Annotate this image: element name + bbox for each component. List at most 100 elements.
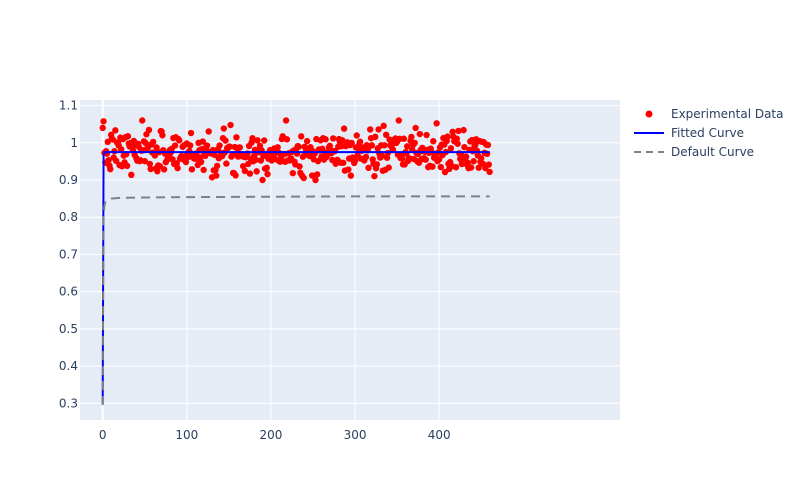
data-point [149,138,157,146]
data-point [200,166,207,174]
data-point [400,135,408,142]
data-point [411,139,418,147]
data-point [319,145,326,152]
x-axis-tick-labels: 0 100 200 300 400 [99,428,451,442]
data-point [141,157,148,165]
legend-item[interactable]: Default Curve [634,145,754,159]
legend-label: Experimental Data [671,107,784,121]
data-point [171,142,179,149]
data-point [233,134,240,141]
data-point [283,136,291,143]
data-point [312,176,319,184]
data-point [382,131,390,139]
data-point [314,157,322,165]
data-point [289,169,297,177]
data-point [464,159,471,166]
data-point [236,144,244,151]
data-point [453,135,461,142]
y-tick-label: 0.3 [59,396,78,410]
data-point [339,137,346,144]
data-point [100,118,107,125]
data-point [478,155,485,162]
y-tick-label: 0.7 [59,247,78,261]
data-point [300,174,307,182]
plot-area [99,117,493,406]
data-point [380,122,387,130]
data-point [296,163,303,170]
data-point [422,156,429,163]
data-point [128,171,135,179]
data-point [462,153,470,160]
data-point [375,126,382,133]
data-point [112,127,119,134]
data-point [118,146,125,153]
x-tick-label: 300 [344,428,367,442]
data-point [160,166,168,173]
y-tick-label: 1 [70,136,78,150]
data-point [154,168,161,175]
data-point [371,172,378,180]
legend[interactable]: Experimental Data Fitted Curve Default Cur… [634,107,784,159]
data-point [220,125,228,132]
data-point [416,130,424,138]
data-point [385,164,392,171]
data-point [223,160,230,167]
data-point [430,138,437,145]
data-point [298,133,305,140]
data-point [205,128,212,135]
data-point [199,138,207,145]
data-point [368,142,376,149]
data-point [105,157,112,164]
data-point [173,160,180,167]
data-point [356,138,364,145]
data-point [372,133,379,141]
data-point [454,140,461,147]
data-point [403,143,411,150]
data-point [253,168,260,175]
default-curve-line [101,195,490,406]
data-point [245,160,252,168]
y-tick-label: 0.6 [59,285,78,299]
data-point [124,133,132,140]
data-point [229,152,236,159]
data-point [182,158,190,166]
data-point [246,170,254,177]
data-point [222,137,229,144]
data-point [176,137,183,144]
data-point [145,126,153,134]
data-point [458,160,466,168]
data-point [232,172,239,179]
data-point [153,144,160,151]
data-point [452,164,460,171]
data-point [263,164,270,172]
data-point [460,126,467,134]
data-point [282,117,290,124]
data-point [398,155,406,162]
data-point [423,131,430,139]
y-tick-label: 0.4 [59,359,78,373]
legend-label: Fitted Curve [671,126,744,140]
data-point [429,163,436,170]
legend-item[interactable]: Fitted Curve [634,126,744,140]
legend-item[interactable]: Experimental Data [645,107,784,121]
data-point [227,121,234,129]
data-point [362,153,370,161]
data-point [329,135,337,142]
data-point [213,162,221,170]
data-point [484,141,492,149]
data-point [340,159,347,167]
data-point [383,154,391,161]
data-point [353,132,360,139]
data-point [461,143,468,151]
data-point [444,133,451,140]
y-tick-label: 0.9 [59,173,78,187]
data-point [274,144,281,151]
data-point [467,164,475,171]
data-point [308,172,316,179]
data-point [365,164,372,172]
data-point [264,170,271,178]
data-point [197,158,205,166]
data-point [254,137,261,144]
